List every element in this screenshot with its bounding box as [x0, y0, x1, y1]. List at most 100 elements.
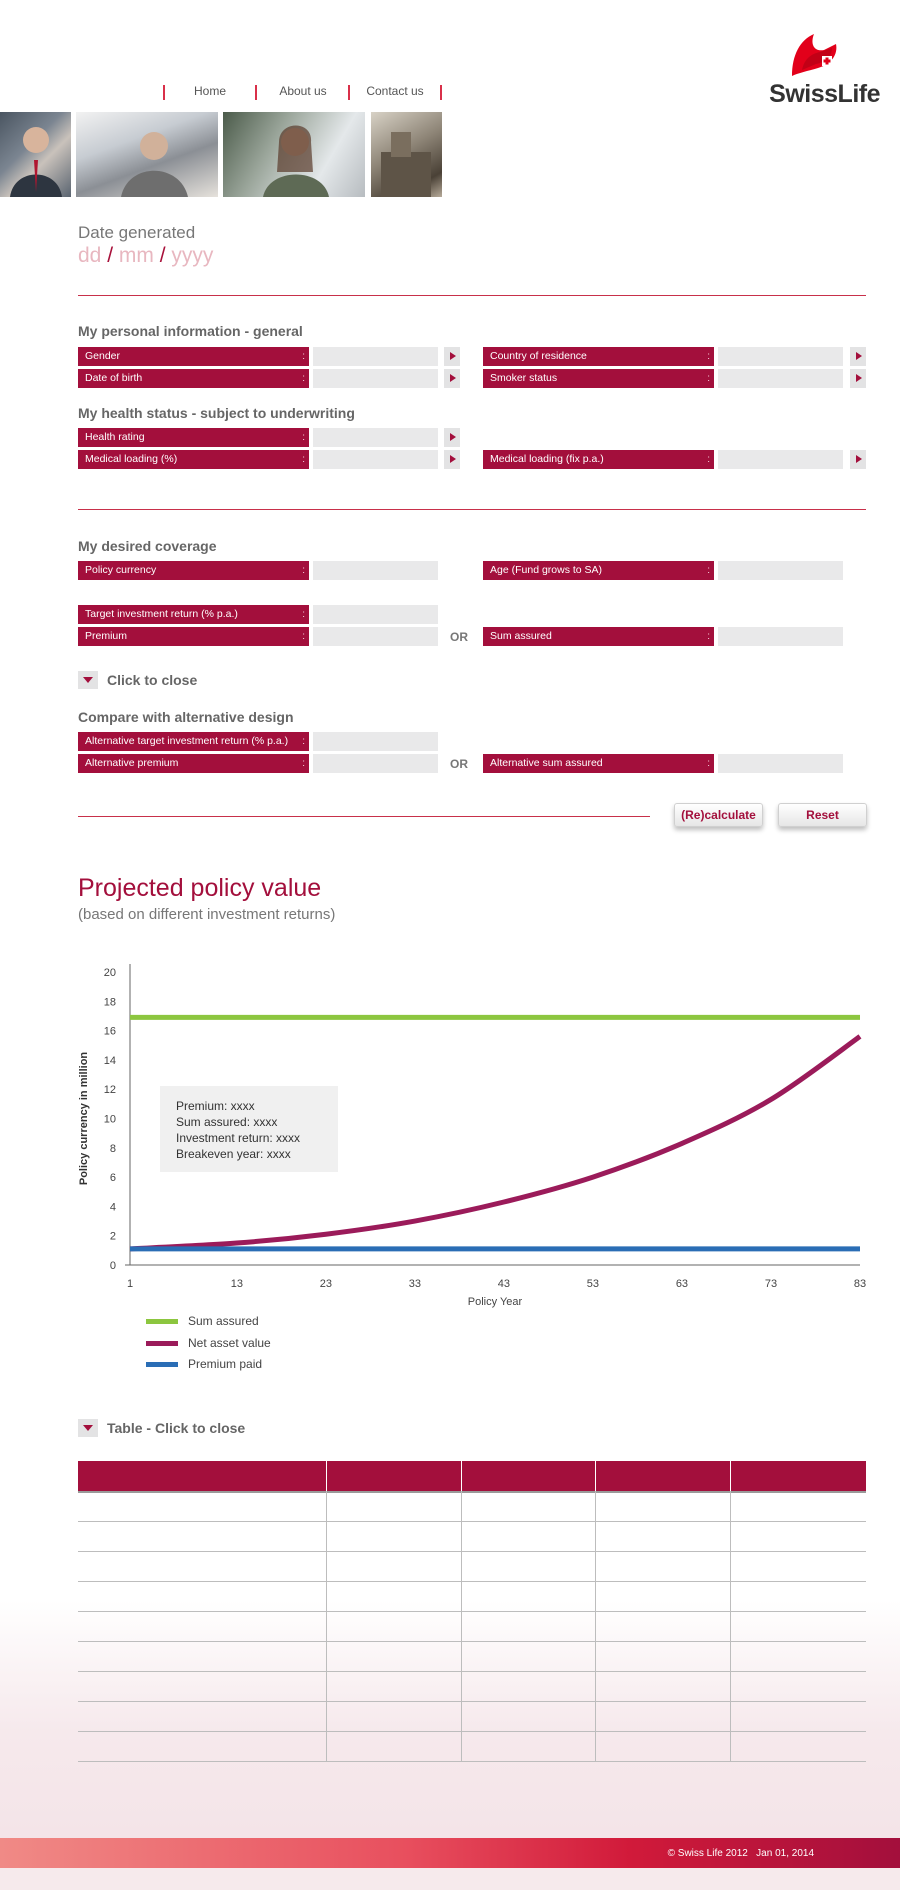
smoker-select[interactable]: [718, 369, 843, 388]
y-tick-label: 4: [110, 1201, 116, 1213]
legend-swatch-net-asset-value: [146, 1341, 178, 1346]
health-rating-label-text: Health rating: [85, 431, 145, 443]
alt-target-return-label: Alternative target investment return (% …: [78, 732, 309, 751]
premium-label: Premium:: [78, 627, 309, 646]
gender-label: Gender:: [78, 347, 309, 366]
age-fund-input[interactable]: [718, 561, 843, 580]
policy-currency-label: Policy currency:: [78, 561, 309, 580]
policy-currency-label-text: Policy currency: [85, 564, 157, 576]
medical-loading-pct-label: Medical loading (%):: [78, 450, 309, 469]
nav-separator: [255, 85, 257, 100]
table-header-separator: [326, 1461, 327, 1491]
background-decoration: [0, 1600, 900, 1840]
person-photo-icon: [263, 125, 329, 197]
hero-photo-business: [0, 112, 71, 197]
nav-contact-link[interactable]: Contact us: [366, 84, 424, 98]
table-column-divider: [461, 1491, 462, 1761]
table-row-divider: [78, 1491, 866, 1493]
person-photo-icon: [10, 127, 62, 197]
legend-premium-paid: Premium paid: [188, 1357, 263, 1371]
date-month[interactable]: mm: [118, 244, 154, 267]
projection-title: Projected policy value: [78, 874, 322, 902]
or-separator: OR: [450, 630, 468, 644]
y-tick-label: 2: [110, 1231, 116, 1243]
health-status-title: My health status - subject to underwriti…: [78, 405, 355, 421]
sum-assured-label-text: Sum assured: [490, 630, 552, 642]
nav-about-link[interactable]: About us: [279, 84, 327, 98]
dob-label: Date of birth:: [78, 369, 309, 388]
legend-sum-assured: Sum assured: [188, 1314, 259, 1328]
gender-select[interactable]: [313, 347, 438, 366]
x-tick-label: 43: [498, 1278, 510, 1290]
smoker-label-text: Smoker status: [490, 372, 558, 384]
alt-sum-assured-label-text: Alternative sum assured: [490, 757, 603, 769]
section-divider: [78, 816, 650, 817]
policy-currency-input[interactable]: [313, 561, 438, 580]
recalculate-button[interactable]: (Re)calculate: [674, 803, 763, 827]
alt-premium-input[interactable]: [313, 754, 438, 773]
hero-photo-winter: [76, 112, 218, 197]
country-dropdown-arrow-icon[interactable]: [850, 347, 866, 366]
table-header-separator: [730, 1461, 731, 1491]
chart-info-box: Premium: xxxx Sum assured: xxxx Investme…: [160, 1086, 338, 1172]
hero-photo-city: [371, 112, 442, 197]
medical-loading-fix-label: Medical loading (fix p.a.):: [483, 450, 714, 469]
table-collapse-toggle-icon[interactable]: [78, 1419, 98, 1437]
medical-loading-pct-dropdown-arrow-icon[interactable]: [444, 450, 460, 469]
medical-loading-fix-dropdown-arrow-icon[interactable]: [850, 450, 866, 469]
table-row: [78, 1641, 866, 1642]
premium-label-text: Premium: [85, 630, 128, 642]
smoker-dropdown-arrow-icon[interactable]: [850, 369, 866, 388]
y-tick-label: 10: [104, 1114, 116, 1126]
info-premium: Premium: xxxx: [176, 1099, 255, 1113]
collapse-toggle-label[interactable]: Click to close: [107, 672, 198, 688]
alt-target-return-input[interactable]: [313, 732, 438, 751]
y-axis-title: Policy currency in million: [78, 1052, 90, 1186]
or-separator: OR: [450, 757, 468, 771]
age-fund-label: Age (Fund grows to SA):: [483, 561, 714, 580]
y-tick-label: 12: [104, 1084, 116, 1096]
footer-date: Jan 01, 2014: [756, 1848, 814, 1859]
dob-dropdown-arrow-icon[interactable]: [444, 369, 460, 388]
brand-logo-text: SwissLife: [769, 80, 880, 108]
date-generated-label: Date generated: [78, 223, 196, 242]
medical-loading-fix-select[interactable]: [718, 450, 843, 469]
x-tick-label: 63: [676, 1278, 688, 1290]
country-select[interactable]: [718, 347, 843, 366]
info-breakeven: Breakeven year: xxxx: [176, 1147, 291, 1161]
gender-dropdown-arrow-icon[interactable]: [444, 347, 460, 366]
collapse-toggle-icon[interactable]: [78, 671, 98, 689]
dob-label-text: Date of birth: [85, 372, 143, 384]
sum-assured-label: Sum assured:: [483, 627, 714, 646]
projection-subtitle: (based on different investment returns): [78, 906, 336, 923]
date-day[interactable]: dd: [78, 244, 102, 267]
info-sum-assured: Sum assured: xxxx: [176, 1115, 278, 1129]
personal-info-title: My personal information - general: [78, 323, 303, 339]
table-row: [78, 1521, 866, 1522]
gender-label-text: Gender: [85, 350, 121, 362]
footer-copyright: © Swiss Life 2012 Jan 01, 2014: [668, 1848, 814, 1859]
coverage-title: My desired coverage: [78, 538, 217, 554]
target-return-input[interactable]: [313, 605, 438, 624]
legend-swatch-premium-paid: [146, 1362, 178, 1367]
date-generated-value[interactable]: dd / mm / yyyy: [78, 244, 213, 268]
table-header-separator: [595, 1461, 596, 1491]
reset-button[interactable]: Reset: [778, 803, 867, 827]
medical-loading-pct-select[interactable]: [313, 450, 438, 469]
dob-input[interactable]: [313, 369, 438, 388]
date-year[interactable]: yyyy: [171, 244, 214, 267]
premium-input[interactable]: [313, 627, 438, 646]
health-rating-select[interactable]: [313, 428, 438, 447]
y-tick-label: 20: [104, 967, 116, 979]
target-return-label: Target investment return (% p.a.):: [78, 605, 309, 624]
sum-assured-input[interactable]: [718, 627, 843, 646]
alt-sum-assured-input[interactable]: [718, 754, 843, 773]
table-row: [78, 1701, 866, 1702]
footer-copyright-text: © Swiss Life 2012: [667, 1848, 748, 1859]
table-collapse-toggle-label[interactable]: Table - Click to close: [107, 1420, 246, 1436]
health-rating-label: Health rating:: [78, 428, 309, 447]
nav-home-link[interactable]: Home: [193, 84, 226, 98]
y-tick-label: 6: [110, 1172, 116, 1184]
health-rating-dropdown-arrow-icon[interactable]: [444, 428, 460, 447]
legend-net-asset-value: Net asset value: [188, 1336, 271, 1350]
